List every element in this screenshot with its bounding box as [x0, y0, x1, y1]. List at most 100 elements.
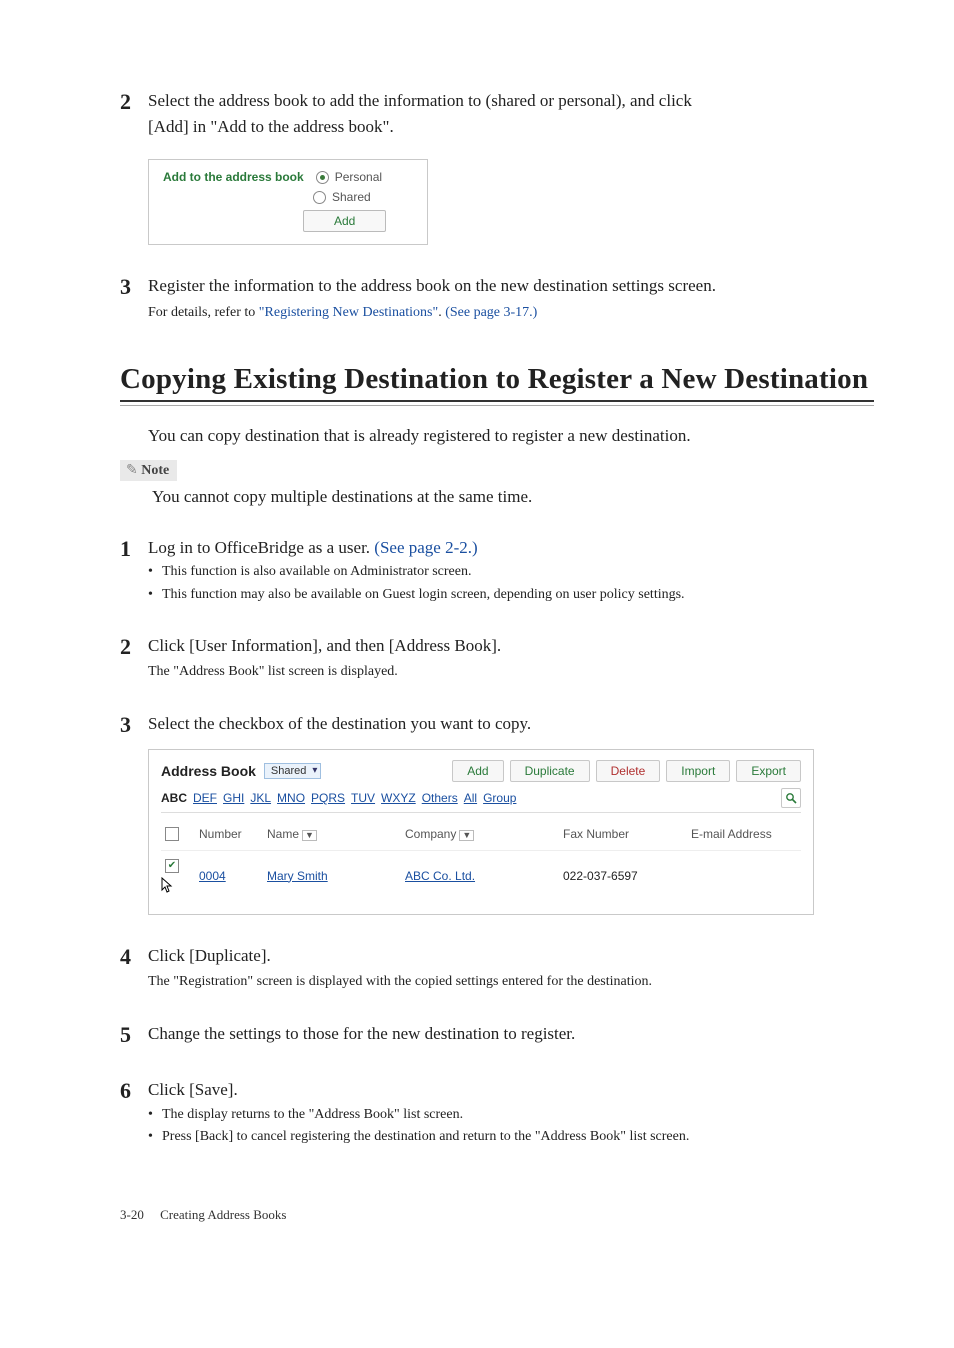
radio-row-shared: Shared	[313, 190, 413, 204]
note-badge: Note	[120, 460, 177, 481]
row-number-link[interactable]: 0004	[199, 869, 226, 883]
step-number: 3	[120, 711, 148, 740]
header-email: E-mail Address	[687, 825, 801, 846]
search-icon[interactable]	[781, 788, 801, 808]
address-book-title: Address Book	[161, 763, 256, 779]
add-label: Add to the address book	[163, 170, 304, 184]
step-number: 6	[120, 1077, 148, 1106]
step-sub: The "Registration" screen is displayed w…	[148, 972, 874, 992]
step-number: 3	[120, 273, 148, 302]
footer-label: Creating Address Books	[160, 1207, 286, 1222]
step-text: Register the information to the address …	[148, 276, 716, 295]
radio-personal[interactable]	[316, 171, 329, 184]
address-book-select[interactable]: Shared	[264, 763, 321, 779]
step-5: 5 Change the settings to those for the n…	[120, 1021, 874, 1050]
step-body: Click [Duplicate]. The "Registration" sc…	[148, 943, 874, 993]
step-number: 2	[120, 633, 148, 662]
address-book-title-wrap: Address Book Shared	[161, 763, 321, 779]
step-number: 1	[120, 535, 148, 564]
step-sub: The "Address Book" list screen is displa…	[148, 662, 874, 682]
alpha-wxyz[interactable]: WXYZ	[381, 791, 416, 805]
row-name: Mary Smith	[263, 867, 401, 885]
note-text: You cannot copy multiple destinations at…	[152, 487, 874, 507]
row-email	[687, 874, 801, 878]
alpha-mno[interactable]: MNO	[277, 791, 305, 805]
radio-inner	[320, 175, 325, 180]
page-number: 3-20	[120, 1207, 144, 1222]
step-3: 3 Select the checkbox of the destination…	[120, 711, 874, 740]
detail-prefix: For details, refer to	[148, 305, 259, 320]
header-name-label: Name	[267, 827, 299, 841]
bullet-text: This function is also available on Admin…	[162, 562, 471, 582]
import-button[interactable]: Import	[666, 760, 730, 782]
select-all-checkbox[interactable]	[165, 827, 179, 841]
row-checkbox[interactable]: ✔	[165, 859, 179, 873]
step-body: Click [User Information], and then [Addr…	[148, 633, 874, 683]
radio-row-personal: Add to the address book Personal	[163, 170, 413, 184]
address-book-top: Address Book Shared Add Duplicate Delete…	[161, 760, 801, 782]
alpha-links: ABC DEF GHI JKL MNO PQRS TUV WXYZ Others…	[161, 791, 516, 805]
alpha-row: ABC DEF GHI JKL MNO PQRS TUV WXYZ Others…	[161, 788, 801, 813]
step-body: Change the settings to those for the new…	[148, 1021, 874, 1047]
alpha-group[interactable]: Group	[483, 791, 516, 805]
alpha-jkl[interactable]: JKL	[250, 791, 271, 805]
step-text-a: Select the address book to add the infor…	[148, 91, 692, 110]
export-button[interactable]: Export	[736, 760, 801, 782]
step-body: Click [Save]. • The display returns to t…	[148, 1077, 874, 1147]
step-text-b: [Add] in "Add to the address book".	[148, 117, 394, 136]
alpha-others[interactable]: Others	[422, 791, 458, 805]
radio-personal-label: Personal	[335, 170, 382, 184]
row-fax: 022-037-6597	[559, 867, 687, 885]
header-name[interactable]: Name▼	[263, 825, 401, 846]
row-number: 0004	[195, 867, 263, 885]
step-body: Select the checkbox of the destination y…	[148, 711, 874, 737]
figure-address-book: Address Book Shared Add Duplicate Delete…	[148, 749, 814, 915]
row-checkbox-cell: ✔	[161, 855, 195, 896]
alpha-all[interactable]: All	[464, 791, 477, 805]
step-4: 4 Click [Duplicate]. The "Registration" …	[120, 943, 874, 993]
header-fax: Fax Number	[559, 825, 687, 846]
sort-icon[interactable]: ▼	[302, 830, 317, 841]
header-company[interactable]: Company▼	[401, 825, 559, 846]
bullet-dot: •	[148, 562, 162, 582]
bullet-dot: •	[148, 1127, 162, 1147]
step-2-top: 2 Select the address book to add the inf…	[120, 88, 874, 139]
duplicate-button[interactable]: Duplicate	[510, 760, 590, 782]
alpha-ghi[interactable]: GHI	[223, 791, 244, 805]
add-button[interactable]: Add	[452, 760, 503, 782]
delete-button[interactable]: Delete	[596, 760, 661, 782]
page-ref-link[interactable]: (See page 2-2.)	[374, 538, 477, 557]
alpha-def[interactable]: DEF	[193, 791, 217, 805]
step-text: Click [User Information], and then [Addr…	[148, 636, 501, 655]
header-company-label: Company	[405, 827, 456, 841]
cursor-icon	[161, 877, 175, 895]
sort-icon[interactable]: ▼	[459, 830, 474, 841]
alpha-pqrs[interactable]: PQRS	[311, 791, 345, 805]
row-company-link[interactable]: ABC Co. Ltd.	[405, 869, 475, 883]
title-rule	[120, 400, 874, 406]
bullet-dot: •	[148, 1105, 162, 1125]
section-intro: You can copy destination that is already…	[148, 426, 874, 446]
bullet-text: The display returns to the "Address Book…	[162, 1105, 463, 1125]
detail-link[interactable]: "Registering New Destinations"	[259, 305, 438, 320]
page: 2 Select the address book to add the inf…	[0, 0, 954, 1263]
bullet-2: • Press [Back] to cancel registering the…	[148, 1127, 874, 1147]
step-text: Click [Duplicate].	[148, 946, 271, 965]
add-button-row: Add	[163, 210, 413, 232]
row-company: ABC Co. Ltd.	[401, 867, 559, 885]
alpha-tuv[interactable]: TUV	[351, 791, 375, 805]
step-text: Log in to OfficeBridge as a user.	[148, 538, 374, 557]
step-body: Log in to OfficeBridge as a user. (See p…	[148, 535, 874, 605]
address-book-buttons: Add Duplicate Delete Import Export	[452, 760, 801, 782]
row-name-link[interactable]: Mary Smith	[267, 869, 328, 883]
step-body: Register the information to the address …	[148, 273, 874, 323]
page-footer: 3-20 Creating Address Books	[120, 1207, 874, 1223]
detail-page-link[interactable]: (See page 3-17.)	[445, 305, 537, 320]
step-text: Select the checkbox of the destination y…	[148, 714, 531, 733]
radio-shared-label: Shared	[332, 190, 371, 204]
step-body: Select the address book to add the infor…	[148, 88, 874, 139]
add-button[interactable]: Add	[303, 210, 386, 232]
step-number: 4	[120, 943, 148, 972]
radio-shared[interactable]	[313, 191, 326, 204]
alpha-abc[interactable]: ABC	[161, 791, 187, 805]
